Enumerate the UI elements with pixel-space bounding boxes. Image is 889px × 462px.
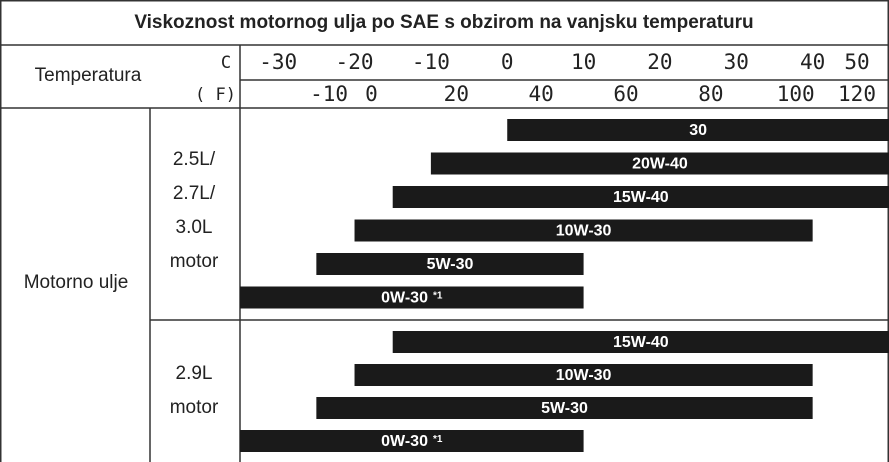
bar-label-name: 15W-40 [613,189,669,206]
bar [430,152,889,175]
bar-label: 0W-30 *1 [381,433,443,450]
x2-tick-label: 80 [698,82,723,106]
bar-label: 5W-30 [427,256,474,273]
bar-label: 15W-40 [613,189,669,206]
bar [354,364,813,386]
bar-label: 20W-40 [632,156,688,173]
x2-tick-label: 40 [529,82,554,106]
x-tick-label: -10 [412,50,450,74]
bar [507,119,889,141]
x-tick-label: 50 [844,50,869,74]
column-header: Motorno ulje [24,272,129,293]
x-tick-label: 30 [724,50,749,74]
bar-label: 15W-40 [613,334,669,351]
unit-label: ( F) [195,85,236,105]
bar-label-name: 10W-30 [556,367,612,384]
group-label: 2.7L/ [173,183,216,204]
x-tick-label: 20 [647,50,672,74]
group-label: 2.9L [176,363,213,384]
bar-label-name: 20W-40 [632,156,688,173]
bar-label: 5W-30 [541,400,588,417]
bar [316,253,584,275]
bar-label: 10W-30 [556,223,612,240]
bar-label-name: 10W-30 [556,223,612,240]
group-label: 2.5L/ [173,149,216,170]
bar-label-name: 30 [689,122,707,139]
bar-label-name: 0W-30 [381,290,428,307]
bar [392,331,889,353]
bar-label: 10W-30 [556,367,612,384]
group-label: motor [170,251,219,272]
x-tick-label: -30 [259,50,297,74]
x2-tick-label: 100 [777,82,815,106]
bar-label: 0W-30 *1 [381,290,443,307]
bar [316,397,813,419]
bar-label-name: 5W-30 [427,256,474,273]
x-tick-label: 40 [800,50,825,74]
chart-title: Viskoznost motornog ulja po SAE s obziro… [134,12,753,33]
bar [240,286,584,309]
bar-label-name: 0W-30 [381,433,428,450]
unit-label: C [221,53,231,73]
x-tick-label: -20 [336,50,374,74]
x-tick-label: 0 [501,50,514,74]
x2-tick-label: -10 [310,82,348,106]
bar [240,430,584,452]
bar-label-name: 5W-30 [541,400,588,417]
group-label: 3.0L [176,217,213,238]
x-tick-label: 10 [571,50,596,74]
bar [392,186,889,208]
x2-tick-label: 0 [365,82,378,106]
bar-label: 30 [689,122,707,139]
x2-tick-label: 20 [444,82,469,106]
row-header: Temperatura [35,65,142,86]
x2-tick-label: 60 [613,82,638,106]
bar-label-name: 15W-40 [613,334,669,351]
x2-tick-label: 120 [838,82,876,106]
group-label: motor [170,397,219,418]
bar-label-note: *1 [433,434,443,445]
bar-label-note: *1 [433,290,443,301]
bar [354,219,813,242]
